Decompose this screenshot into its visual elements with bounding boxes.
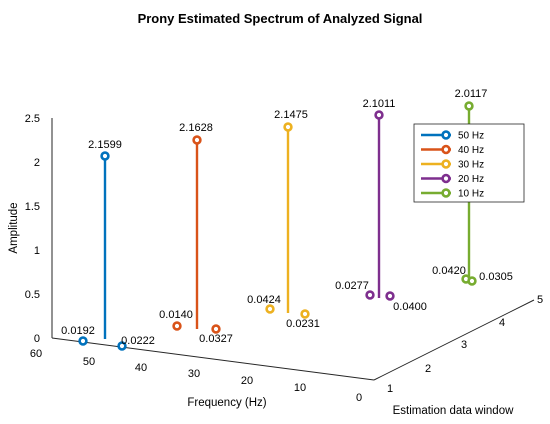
legend-label: 10 Hz [458,189,484,200]
legend-item: 50 Hz [421,130,484,142]
z-tick-label: 1.5 [25,201,40,213]
y-tick-label: 2 [425,363,431,375]
data-label: 0.0192 [61,325,95,337]
legend-item: 20 Hz [421,173,484,185]
z-tick-label: 2 [34,157,40,169]
y-tick-label: 3 [461,339,467,351]
z-tick-label: 0 [34,333,40,345]
x-tick-label: 0 [356,392,362,404]
data-label: 0.0305 [479,271,513,283]
axes-box [51,118,535,381]
chart-title: Prony Estimated Spectrum of Analyzed Sig… [138,11,423,26]
stem-series-20hz: 0.0277 2.1011 0.0400 [335,98,427,313]
x-tick-label: 30 [188,368,200,380]
stem-point-peak [464,101,474,111]
legend-item: 30 Hz [421,159,484,171]
stem-point-low-b [300,309,310,319]
x-tick-label: 10 [294,382,306,394]
stem-point-low-b [211,324,221,334]
y-axis-line [373,299,535,381]
x-axis-line [51,337,375,381]
x-tick-label: 20 [241,375,253,387]
y-axis-label: Estimation data window [393,405,515,417]
data-label: 0.0231 [286,318,320,330]
stem-point-low-a [365,290,375,300]
stem-point-peak [100,151,110,161]
stem-series-30hz: 0.0424 2.1475 0.0231 [247,109,320,330]
legend-swatch-marker [441,173,451,184]
stem-point-low-b [385,291,395,301]
data-label: 0.0327 [199,333,233,345]
y-tick-label: 5 [537,294,543,306]
stem-point-low-b [467,276,477,286]
data-label: 0.0424 [247,294,281,306]
data-label: 2.1011 [363,98,396,110]
y-tick-label: 1 [387,383,393,395]
data-label: 0.0140 [159,309,193,321]
legend-label: 30 Hz [458,160,484,171]
legend: 50 Hz 40 Hz 30 Hz 20 Hz 10 Hz [413,123,525,203]
stem-point-low-a [78,336,88,346]
stem-point-low-a [265,304,275,314]
legend-swatch-marker [441,188,451,198]
stem-series-40hz: 0.0140 2.1628 0.0327 [159,122,233,345]
legend-item: 10 Hz [421,188,484,200]
data-label: 0.0400 [393,301,427,313]
legend-swatch-marker [441,130,451,140]
x-tick-label: 50 [83,356,95,368]
z-tick-label: 1 [34,245,40,257]
stem-point-peak [374,110,384,120]
legend-item: 40 Hz [421,144,484,156]
stem-point-low-b [117,341,127,351]
data-label: 2.1599 [88,139,122,151]
x-axis-label: Frequency (Hz) [187,397,266,409]
legend-label: 50 Hz [458,131,484,142]
stem-series-50hz: 0.0192 2.1599 0.0222 [61,139,155,351]
data-label: 0.0222 [121,335,155,347]
stem-point-low-a [172,321,182,331]
z-tick-label: 0.5 [25,289,40,301]
x-tick-label: 40 [135,362,147,374]
stem-series-10hz: 0.0420 2.0117 0.0305 [432,88,513,286]
y-axis-ticks: 1 2 3 4 5 [387,294,543,395]
z-axis-label: Amplitude [8,202,20,253]
data-label: 2.1475 [274,109,308,121]
x-axis-ticks: 60 50 40 30 20 10 0 [30,348,362,404]
y-tick-label: 4 [499,317,505,329]
data-label: 0.0420 [432,265,466,277]
z-tick-label: 2.5 [25,113,40,125]
legend-swatch-marker [441,159,451,169]
data-label: 2.1628 [179,122,213,134]
stem-point-peak [283,122,293,132]
x-tick-label: 60 [30,348,42,360]
data-label: 0.0277 [335,280,369,292]
z-axis-ticks: 0 0.5 1 1.5 2 2.5 [25,113,40,345]
legend-swatch-marker [441,144,451,155]
legend-label: 20 Hz [458,174,484,185]
data-label: 2.0117 [455,88,488,100]
legend-label: 40 Hz [458,145,484,156]
stem-series-group: 0.0192 2.1599 0.0222 0.0140 2.1628 0.0327 0.04… [61,88,513,351]
stem-point-peak [192,135,202,145]
